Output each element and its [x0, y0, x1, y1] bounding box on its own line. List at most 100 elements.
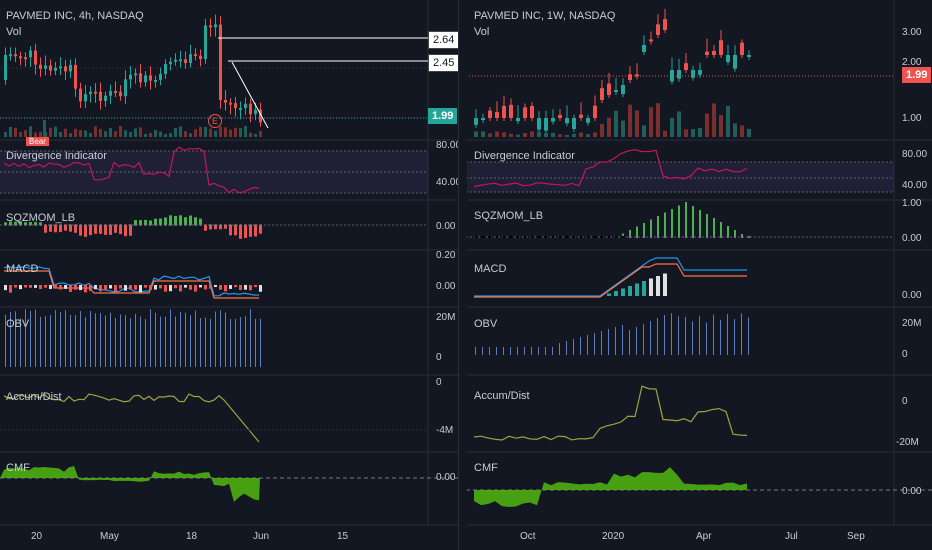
volume-bar [719, 115, 723, 137]
candle [523, 107, 527, 118]
sqz-bar [685, 202, 687, 237]
volume-bar [244, 126, 247, 137]
sqz-bar [104, 225, 107, 235]
candle [579, 114, 583, 118]
obv-bar [643, 324, 644, 355]
sqz-bar [204, 225, 207, 231]
volume-bar [129, 131, 132, 137]
volume-bar [144, 133, 147, 137]
sqz-dot [544, 235, 548, 239]
obv-bar [678, 316, 679, 355]
sqz-bar [629, 230, 631, 237]
volume-bar [502, 132, 506, 137]
sqz-bar [74, 225, 77, 233]
left-pane-divergence: Divergence Indicator [6, 150, 107, 162]
obv-bar [160, 316, 161, 367]
candle [29, 50, 32, 58]
sqz-dot [628, 235, 632, 239]
sqz-dot [159, 224, 162, 226]
div-band [466, 162, 894, 192]
macd-hist [194, 285, 197, 292]
sqz-bar [692, 206, 694, 237]
sqz-dot [94, 224, 97, 226]
sqz-bar [94, 225, 97, 234]
sqz-bar [174, 215, 177, 225]
obv-bar [713, 314, 714, 355]
macd-hist [164, 285, 167, 292]
volume-bar [19, 132, 22, 137]
obv-bar [15, 311, 16, 367]
chart-divider[interactable] [458, 0, 467, 550]
obv-bar [195, 310, 196, 367]
sqz-dot [19, 224, 22, 226]
sqz-dot [169, 224, 172, 226]
candle [530, 106, 534, 118]
right-pane-accumdist: Accum/Dist [474, 390, 530, 402]
right-time-sep: Sep [847, 531, 865, 542]
macd-line [474, 257, 747, 297]
sqz-bar [179, 215, 182, 225]
sqz-bar [24, 222, 27, 225]
sqz-dot [502, 235, 506, 239]
sqz-bar [79, 225, 82, 236]
sqz-bar [254, 225, 257, 237]
obv-bar [60, 312, 61, 367]
macd-hist [74, 285, 77, 290]
right-chart-canvas[interactable] [466, 0, 932, 550]
macd-hist [19, 285, 22, 290]
earnings-icon[interactable]: E [208, 114, 222, 128]
volume-bar [139, 127, 142, 137]
sqz-dot [174, 224, 177, 226]
sqz-dot [214, 224, 217, 226]
obv-bar [30, 311, 31, 367]
obv-bar [165, 316, 166, 367]
obv-bar [210, 318, 211, 367]
obv-bar [40, 316, 41, 367]
sqz-dot [586, 235, 590, 239]
right-axis-cmf-0: 0.00 [902, 486, 922, 497]
volume-bar [621, 120, 625, 137]
volume-bar [229, 129, 232, 137]
obv-bar [145, 318, 146, 367]
volume-bar [572, 133, 576, 137]
volume-bar [551, 132, 555, 137]
right-chart[interactable]: PAVMED INC, 1W, NASDAQ Vol 3.00 2.00 1.0… [466, 0, 932, 550]
accumdist-line [473, 385, 748, 441]
sqz-dot [712, 235, 716, 239]
volume-bar [79, 130, 82, 137]
sqz-bar [44, 225, 47, 233]
volume-bar [14, 127, 17, 137]
macd-hist [24, 285, 27, 288]
candle [544, 118, 548, 131]
sqz-dot [537, 235, 541, 239]
volume-bar [607, 117, 611, 137]
sqz-bar [214, 225, 217, 230]
macd-hist [149, 285, 152, 290]
right-pane-sqzmom: SQZMOM_LB [474, 210, 544, 222]
obv-bar [587, 335, 588, 355]
volume-bar [134, 128, 137, 137]
obv-bar [748, 317, 749, 355]
volume-bar [54, 126, 57, 137]
candle [712, 51, 716, 55]
obv-bar [545, 347, 546, 355]
sqz-dot [154, 224, 157, 226]
volume-bar [69, 133, 72, 137]
sqz-dot [144, 224, 147, 226]
sqz-bar [209, 225, 212, 230]
obv-bar [706, 322, 707, 355]
volume-bar [586, 134, 590, 137]
left-chart[interactable]: PAVMED INC, 4h, NASDAQ Vol Bear E Diverg… [0, 0, 461, 550]
obv-bar [510, 347, 511, 355]
sqz-dot [621, 235, 625, 239]
obv-bar [120, 314, 121, 367]
obv-bar [671, 313, 672, 355]
volume-bar [509, 133, 513, 137]
sqz-dot [189, 224, 192, 226]
left-chart-canvas[interactable] [0, 0, 458, 550]
sqz-bar [239, 225, 242, 239]
candle [154, 79, 157, 82]
volume-bar [219, 126, 222, 137]
sqz-dot [124, 224, 127, 226]
sqz-dot [600, 235, 604, 239]
